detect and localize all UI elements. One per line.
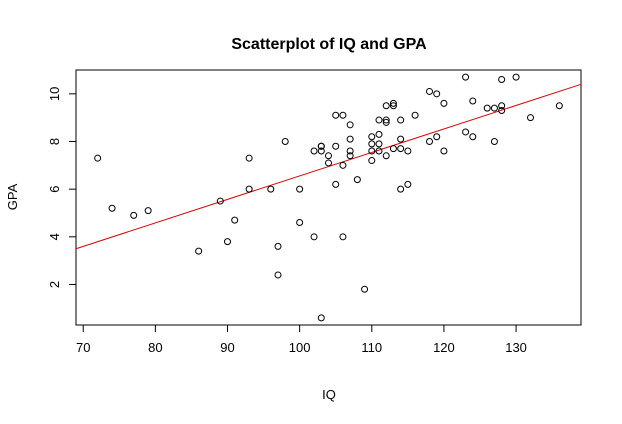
data-point [296,185,304,193]
data-point [527,114,534,122]
data-point [332,111,340,119]
chart-title: Scatterplot of IQ and GPA [231,36,427,53]
data-point [274,271,282,279]
y-axis: 2 4 6 8 10 [47,87,77,288]
data-point [310,147,318,155]
data-point [462,73,470,81]
x-tick-label: 70 [76,340,90,355]
data-point [310,233,318,241]
data-point [361,285,369,293]
data-point [469,133,477,141]
data-point [397,116,405,124]
x-tick-label: 90 [220,340,234,355]
data-point [483,104,491,112]
data-point [195,247,203,255]
x-axis: 70 80 90 100 110 120 130 [76,324,527,355]
data-point [317,142,325,150]
data-point [325,152,332,160]
x-axis-label: IQ [322,387,336,402]
data-point [490,137,498,145]
data-point [245,185,253,193]
data-point [389,99,397,107]
data-point [339,233,347,241]
y-tick-label: 2 [47,281,62,288]
data-point [346,152,354,160]
x-tick-label: 80 [148,340,162,355]
data-point [462,128,470,136]
data-point [144,207,152,215]
data-point [94,154,102,162]
data-point [389,102,397,110]
data-point [440,99,448,107]
regression-line [75,83,582,250]
data-point [426,87,433,95]
data-point [281,137,289,145]
data-point [382,152,390,160]
data-point [368,140,376,148]
data-point [368,133,376,141]
data-point [375,130,383,138]
data-point [368,147,376,155]
data-point [325,159,332,167]
data-point [245,154,253,162]
y-tick-label: 8 [47,138,62,145]
data-point [108,204,116,212]
data-point [397,145,405,153]
data-point [296,219,304,227]
y-tick-label: 6 [47,186,62,193]
x-tick-label: 130 [505,340,527,355]
data-point [404,180,412,188]
data-point [411,111,419,119]
y-tick-label: 4 [47,233,62,240]
data-point [368,157,376,165]
data-point [332,180,340,188]
data-point [433,90,441,98]
data-point [216,197,224,205]
data-point [440,147,448,155]
data-point [375,147,383,155]
data-point [339,161,347,169]
points-layer [94,73,563,322]
data-point [498,107,506,115]
data-point [498,102,506,110]
data-point [130,211,138,219]
data-point [346,147,354,155]
x-tick-label: 100 [289,340,311,355]
data-point [231,216,239,224]
data-point [397,185,405,193]
data-point [512,73,520,81]
data-point [317,314,325,322]
data-point [382,116,390,124]
data-point [490,104,498,112]
data-point [274,242,282,250]
data-point [382,102,390,110]
data-point [332,142,340,150]
y-tick-label: 10 [47,87,62,101]
data-point [433,133,441,141]
data-point [346,121,354,129]
plot-frame [75,69,582,326]
y-axis-label: GPA [5,183,20,210]
data-point [555,102,563,110]
data-point [346,135,354,143]
x-tick-label: 120 [433,340,455,355]
data-point [382,118,390,126]
data-point [267,185,275,193]
data-point [224,238,231,246]
data-point [404,147,412,155]
data-point [353,176,361,184]
data-point [469,97,477,105]
data-point [375,140,383,148]
data-point [389,145,397,153]
data-point [317,147,325,155]
data-point [426,137,433,145]
data-point [397,135,405,143]
regression-line-layer [75,83,582,250]
data-point [339,111,347,119]
x-tick-label: 110 [361,340,382,355]
data-point [498,76,506,84]
data-point [375,116,383,124]
